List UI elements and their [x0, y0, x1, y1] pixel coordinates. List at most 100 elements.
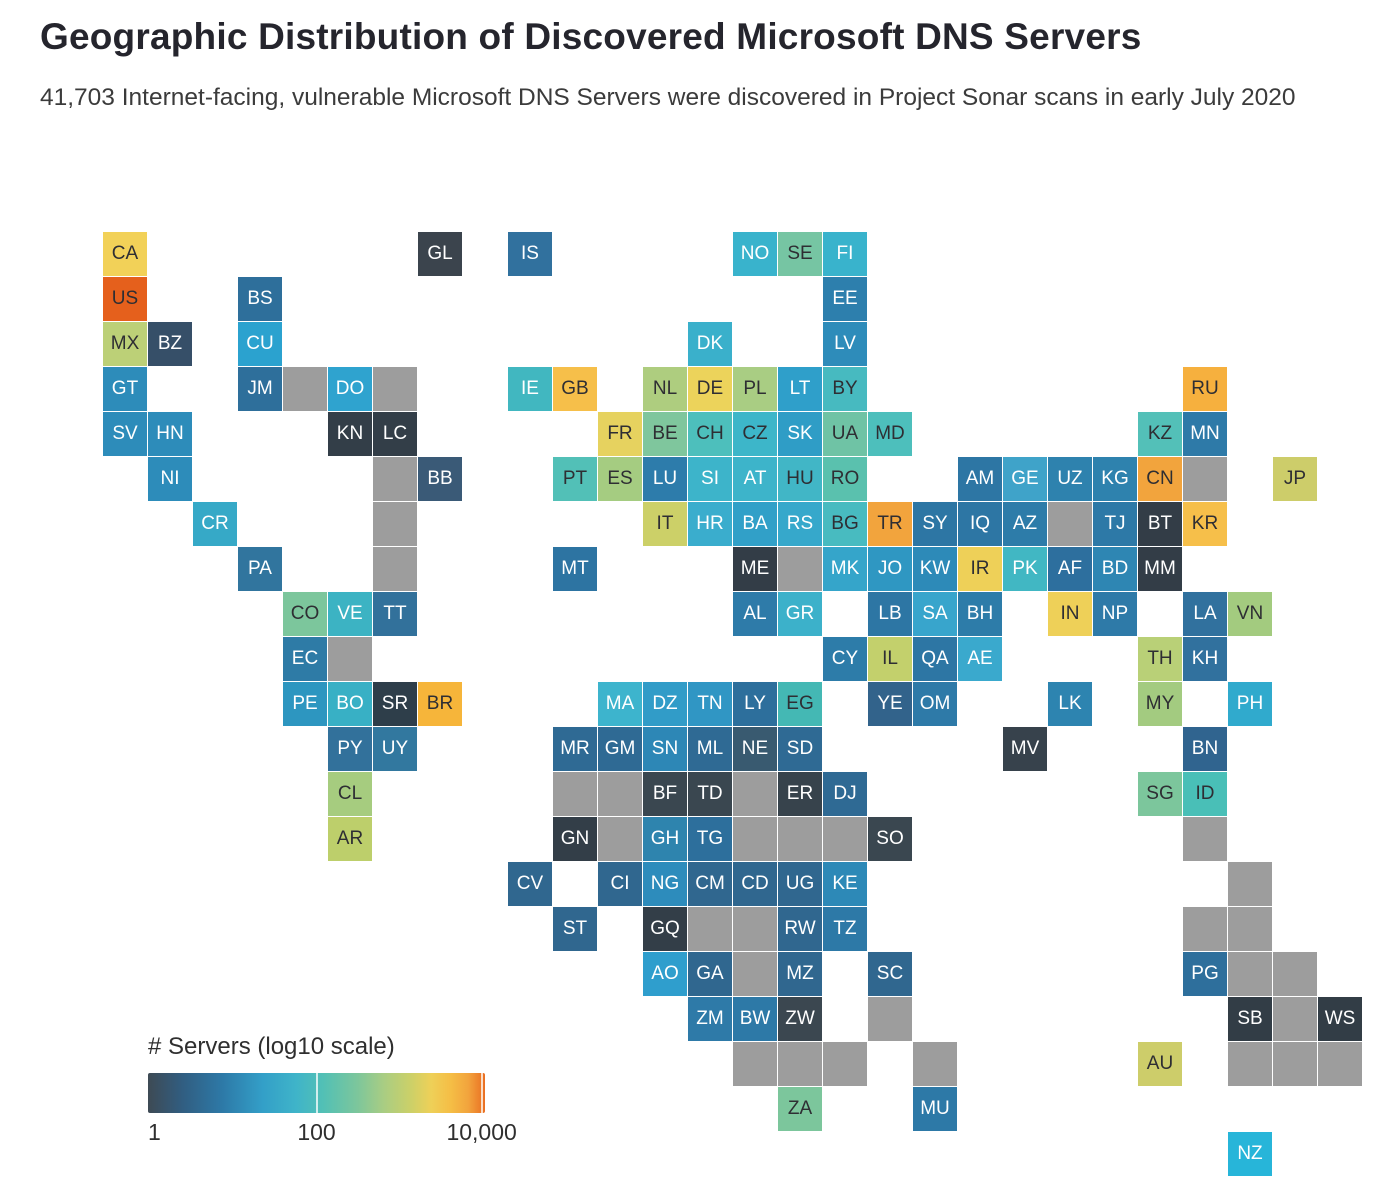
country-tile-NG: NG — [643, 862, 687, 906]
country-tile-TJ: TJ — [1093, 502, 1137, 546]
country-tile-MD: MD — [868, 412, 912, 456]
country-tile-JP: JP — [1273, 457, 1317, 501]
country-tile-BR: BR — [418, 682, 462, 726]
empty-tile — [733, 772, 777, 816]
country-tile-DK: DK — [688, 322, 732, 366]
empty-tile — [553, 772, 597, 816]
country-tile-NE: NE — [733, 727, 777, 771]
country-tile-IL: IL — [868, 637, 912, 681]
country-tile-ST: ST — [553, 907, 597, 951]
country-tile-UY: UY — [373, 727, 417, 771]
country-tile-LV: LV — [823, 322, 867, 366]
legend-label-1: 1 — [148, 1119, 161, 1145]
country-tile-KN: KN — [328, 412, 372, 456]
country-tile-EC: EC — [283, 637, 327, 681]
country-tile-BH: BH — [958, 592, 1002, 636]
country-tile-BZ: BZ — [148, 322, 192, 366]
country-tile-ZW: ZW — [778, 997, 822, 1041]
country-tile-SB: SB — [1228, 997, 1272, 1041]
country-tile-SN: SN — [643, 727, 687, 771]
country-tile-VE: VE — [328, 592, 372, 636]
country-tile-LA: LA — [1183, 592, 1227, 636]
empty-tile — [733, 952, 777, 996]
empty-tile — [283, 367, 327, 411]
country-tile-AM: AM — [958, 457, 1002, 501]
country-tile-IS: IS — [508, 232, 552, 276]
empty-tile — [778, 547, 822, 591]
country-tile-FI: FI — [823, 232, 867, 276]
country-tile-PK: PK — [1003, 547, 1047, 591]
country-tile-VN: VN — [1228, 592, 1272, 636]
country-tile-BS: BS — [238, 277, 282, 321]
country-tile-PL: PL — [733, 367, 777, 411]
country-tile-ES: ES — [598, 457, 642, 501]
country-tile-PE: PE — [283, 682, 327, 726]
empty-tile — [373, 502, 417, 546]
country-tile-CO: CO — [283, 592, 327, 636]
country-tile-DJ: DJ — [823, 772, 867, 816]
country-tile-GL: GL — [418, 232, 462, 276]
country-tile-CZ: CZ — [733, 412, 777, 456]
country-tile-AR: AR — [328, 817, 372, 861]
country-tile-OM: OM — [913, 682, 957, 726]
tile-grid: CA GL IS NO SE FI US BS EE MX BZ CU DK LV GT JM DO IE GB NL… — [103, 232, 1400, 1195]
legend-tick-line — [315, 1073, 318, 1113]
empty-tile — [373, 547, 417, 591]
country-tile-PG: PG — [1183, 952, 1227, 996]
country-tile-BN: BN — [1183, 727, 1227, 771]
country-tile-GN: GN — [553, 817, 597, 861]
country-tile-HU: HU — [778, 457, 822, 501]
country-tile-LK: LK — [1048, 682, 1092, 726]
country-tile-KR: KR — [1183, 502, 1227, 546]
empty-tile — [823, 817, 867, 861]
country-tile-JO: JO — [868, 547, 912, 591]
country-tile-MV: MV — [1003, 727, 1047, 771]
country-tile-CY: CY — [823, 637, 867, 681]
country-tile-EE: EE — [823, 277, 867, 321]
country-tile-TG: TG — [688, 817, 732, 861]
country-tile-GA: GA — [688, 952, 732, 996]
country-tile-CI: CI — [598, 862, 642, 906]
country-tile-HR: HR — [688, 502, 732, 546]
country-tile-FR: FR — [598, 412, 642, 456]
country-tile-CD: CD — [733, 862, 777, 906]
country-tile-US: US — [103, 277, 147, 321]
country-tile-ML: ML — [688, 727, 732, 771]
empty-tile — [598, 817, 642, 861]
legend: # Servers (log10 scale) 1 100 10,000 — [148, 1033, 568, 1149]
country-tile-CM: CM — [688, 862, 732, 906]
country-tile-TN: TN — [688, 682, 732, 726]
country-tile-GH: GH — [643, 817, 687, 861]
country-tile-SV: SV — [103, 412, 147, 456]
country-tile-CV: CV — [508, 862, 552, 906]
country-tile-AZ: AZ — [1003, 502, 1047, 546]
country-tile-SI: SI — [688, 457, 732, 501]
country-tile-QA: QA — [913, 637, 957, 681]
legend-label-100: 100 — [297, 1119, 336, 1145]
chart-title: Geographic Distribution of Discovered Mi… — [40, 16, 1142, 57]
empty-tile — [688, 907, 732, 951]
country-tile-UA: UA — [823, 412, 867, 456]
empty-tile — [1183, 457, 1227, 501]
country-tile-SR: SR — [373, 682, 417, 726]
country-tile-LU: LU — [643, 457, 687, 501]
country-tile-CN: CN — [1138, 457, 1182, 501]
country-tile-CR: CR — [193, 502, 237, 546]
country-tile-GM: GM — [598, 727, 642, 771]
country-tile-SD: SD — [778, 727, 822, 771]
country-tile-LB: LB — [868, 592, 912, 636]
empty-tile — [778, 1042, 822, 1086]
country-tile-BE: BE — [643, 412, 687, 456]
legend-tick-labels: 1 100 10,000 — [148, 1119, 517, 1149]
empty-tile — [1273, 952, 1317, 996]
country-tile-BD: BD — [1093, 547, 1137, 591]
country-tile-AF: AF — [1048, 547, 1092, 591]
country-tile-KZ: KZ — [1138, 412, 1182, 456]
empty-tile — [1273, 997, 1317, 1041]
country-tile-SK: SK — [778, 412, 822, 456]
empty-tile — [1228, 862, 1272, 906]
country-tile-GE: GE — [1003, 457, 1047, 501]
country-tile-NZ: NZ — [1228, 1132, 1272, 1176]
country-tile-CL: CL — [328, 772, 372, 816]
country-tile-RW: RW — [778, 907, 822, 951]
